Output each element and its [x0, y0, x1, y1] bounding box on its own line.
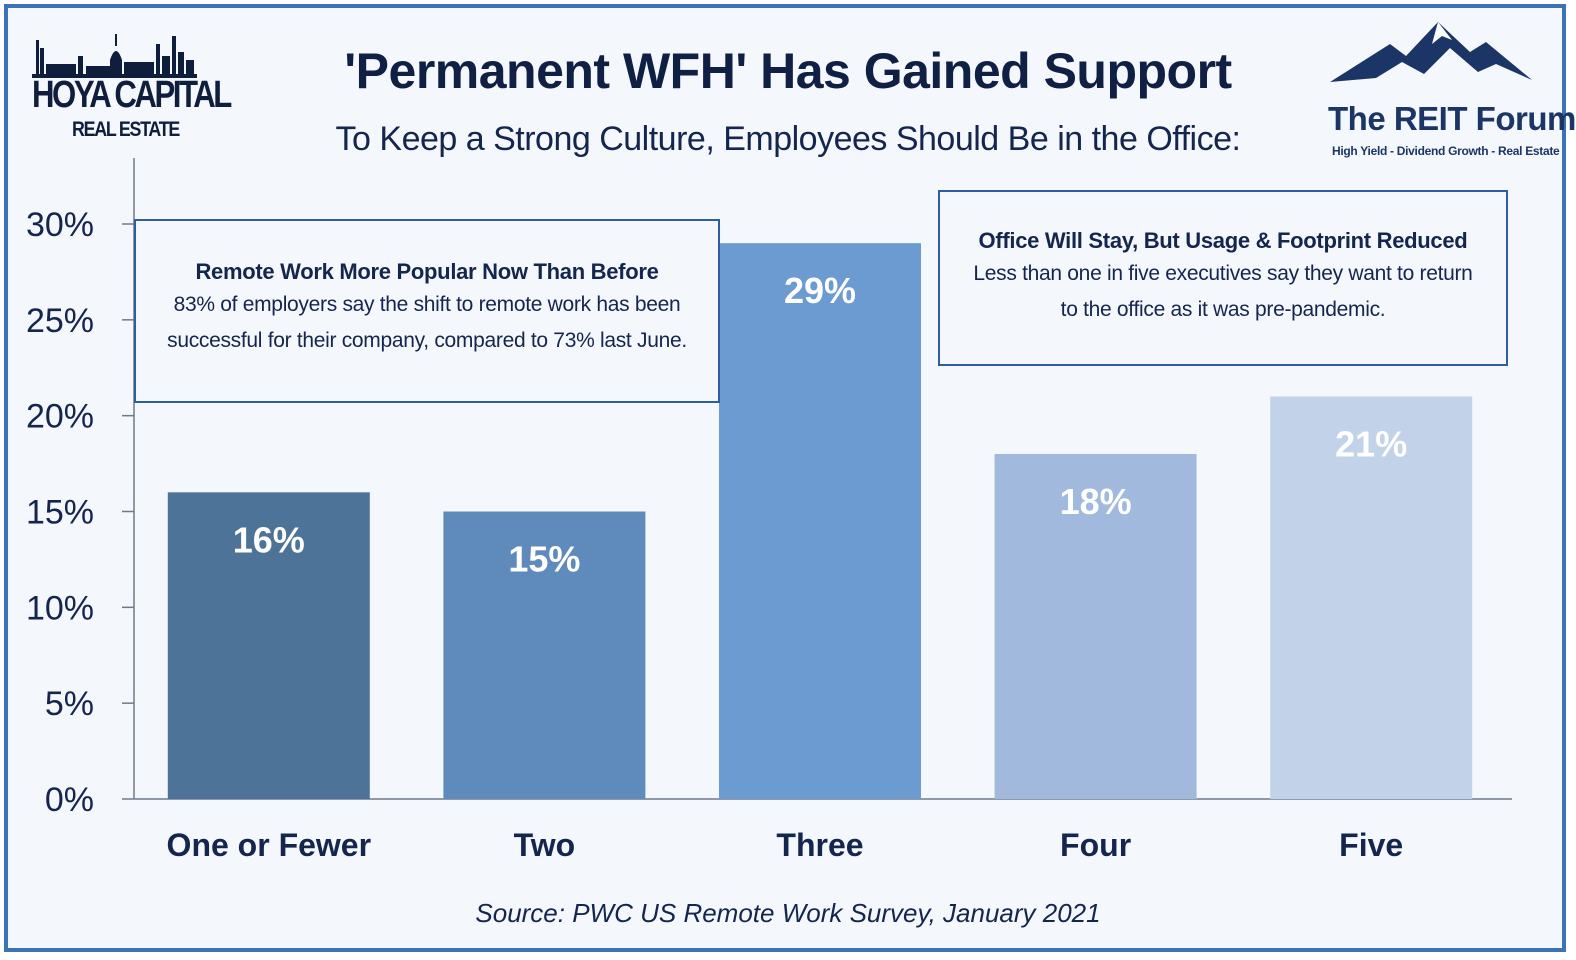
x-tick-label: Three	[776, 827, 863, 863]
y-tick-label: 5%	[45, 685, 94, 723]
hoya-capital-logo: HOYA CAPITAL REAL ESTATE	[32, 26, 232, 146]
bar	[994, 454, 1197, 799]
callout-left-line2: successful for their company, compared t…	[167, 329, 687, 352]
bar-value-label: 18%	[1060, 481, 1132, 522]
y-tick-label: 0%	[45, 781, 94, 819]
y-tick-label: 20%	[26, 398, 94, 436]
reit-forum-brand: The REIT Forum	[1328, 100, 1576, 137]
chart-title: 'Permanent WFH' Has Gained Support	[344, 43, 1232, 99]
source-note: Source: PWC US Remote Work Survey, Janua…	[475, 898, 1101, 928]
x-tick-label: Five	[1339, 827, 1403, 863]
callout-right: Office Will Stay, But Usage & Footprint …	[938, 190, 1508, 366]
mountain-icon	[1330, 22, 1532, 82]
callout-left-line1: 83% of employers say the shift to remote…	[173, 293, 681, 316]
y-tick-label: 15%	[26, 494, 94, 532]
reit-forum-tagline: High Yield - Dividend Growth - Real Esta…	[1332, 144, 1560, 158]
bar	[443, 511, 646, 799]
reit-forum-logo: The REIT Forum High Yield - Dividend Gro…	[1320, 18, 1576, 158]
y-tick-label: 25%	[26, 302, 94, 340]
bar-value-label: 15%	[508, 539, 580, 580]
y-tick-label: 30%	[26, 206, 94, 244]
callout-right-line1: Less than one in five executives say the…	[973, 262, 1473, 285]
x-tick-label: Two	[514, 827, 576, 863]
callout-left: Remote Work More Popular Now Than Before…	[134, 219, 720, 403]
callout-left-heading: Remote Work More Popular Now Than Before	[195, 259, 659, 284]
bar-value-label: 16%	[233, 519, 305, 560]
skyline-icon	[32, 34, 197, 78]
bar-value-label: 29%	[784, 270, 856, 311]
bar	[1270, 396, 1473, 799]
bar-value-label: 21%	[1335, 424, 1407, 465]
callout-right-line2: to the office as it was pre-pandemic.	[1060, 298, 1386, 321]
x-tick-label: One or Fewer	[167, 827, 372, 863]
chart-subtitle: To Keep a Strong Culture, Employees Shou…	[335, 120, 1241, 158]
y-tick-label: 10%	[26, 589, 94, 627]
callout-right-heading: Office Will Stay, But Usage & Footprint …	[978, 228, 1468, 253]
bar	[167, 492, 370, 799]
bar	[719, 243, 921, 799]
hoya-capital-sub: REAL ESTATE	[72, 118, 180, 141]
x-tick-label: Four	[1060, 827, 1131, 863]
